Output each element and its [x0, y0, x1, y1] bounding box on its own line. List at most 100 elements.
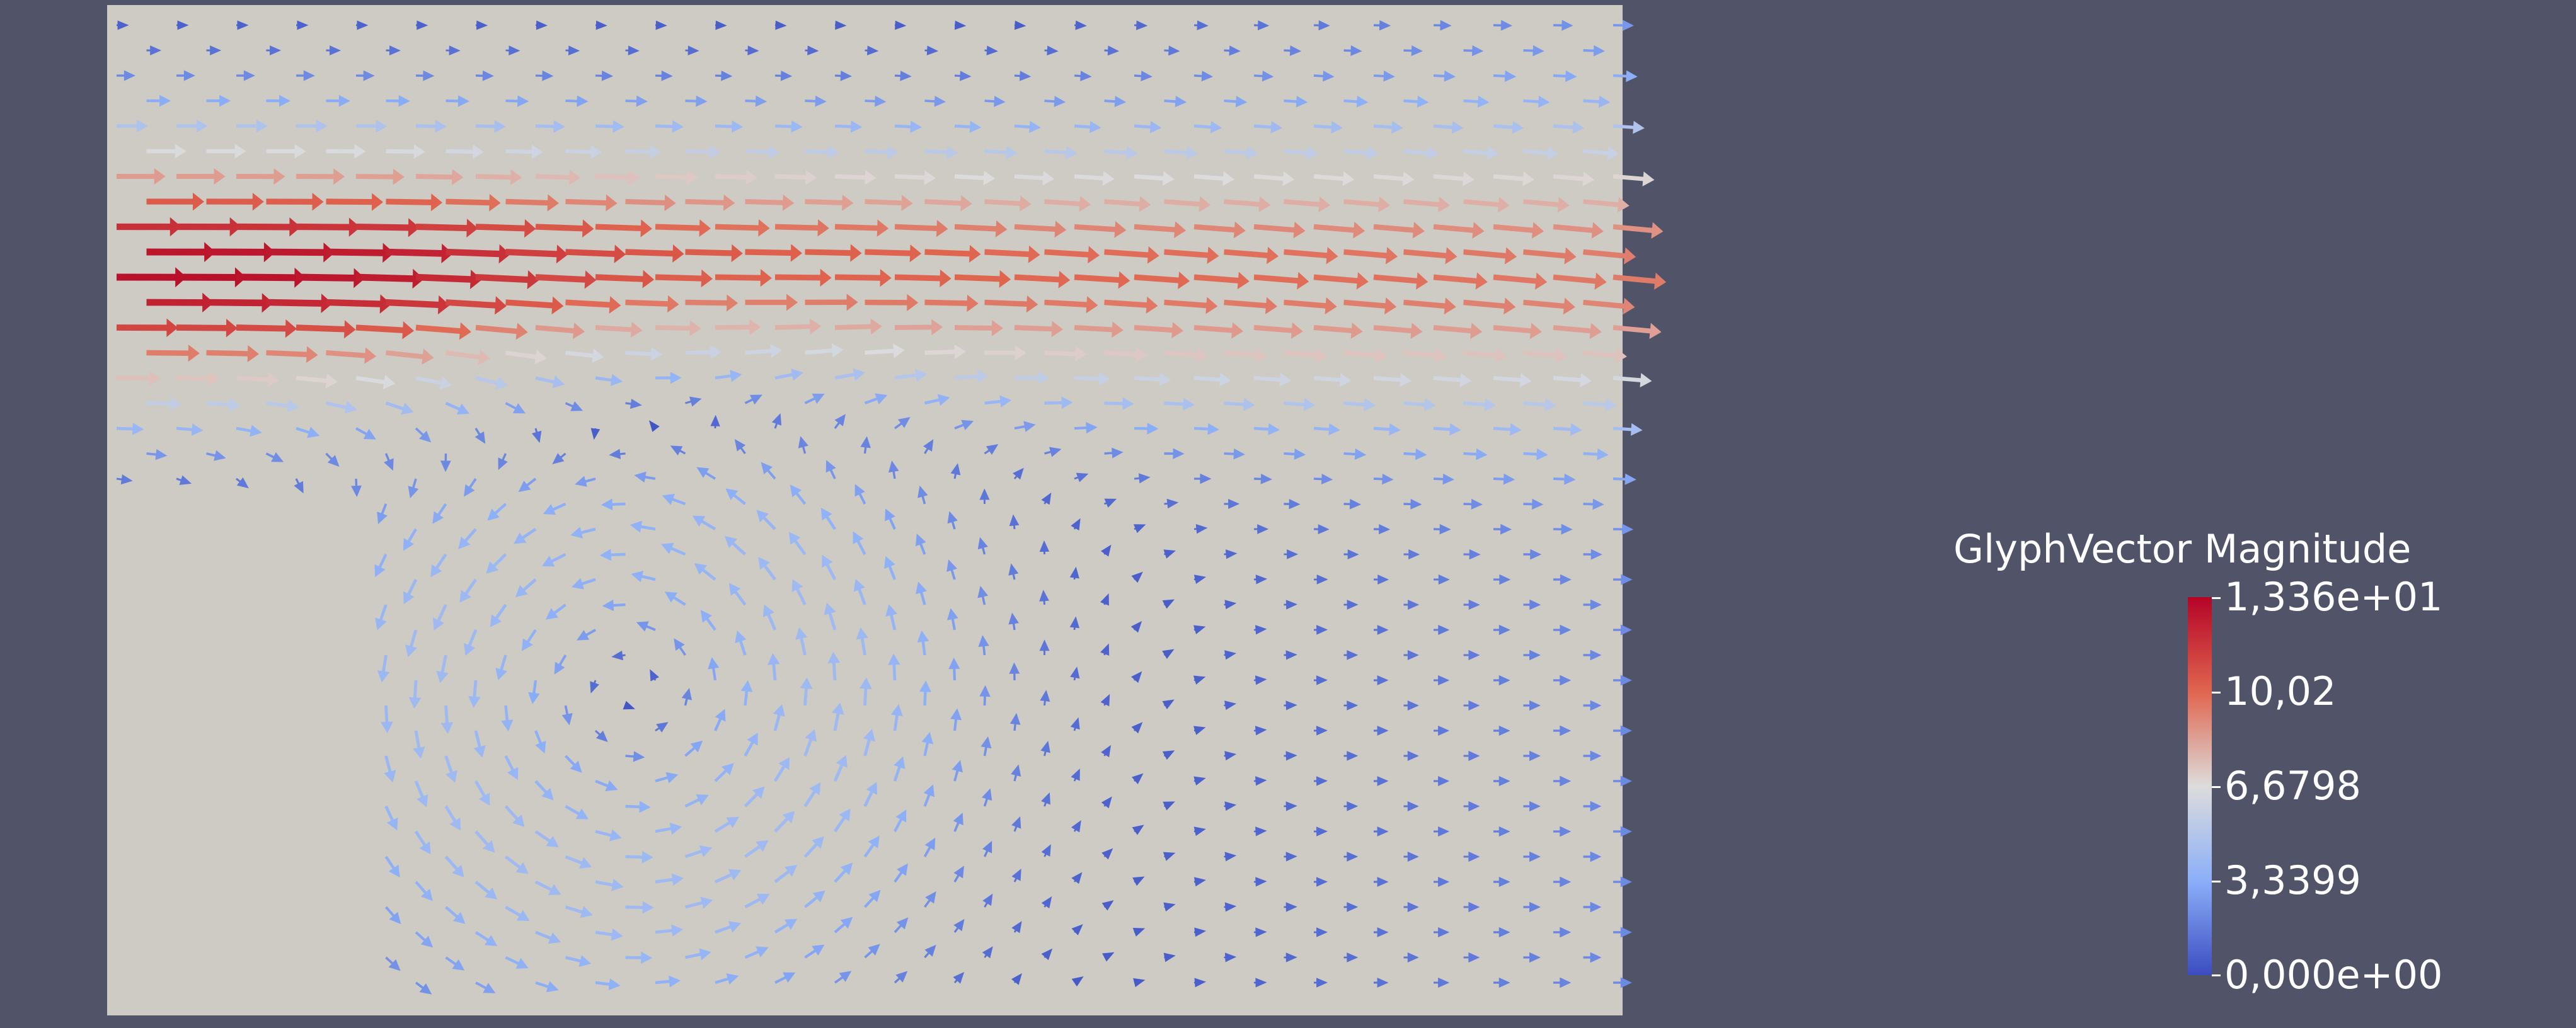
vector-glyph-head — [1162, 649, 1175, 660]
vector-glyph-head — [1620, 725, 1632, 736]
vector-glyph-head — [1366, 146, 1379, 160]
vector-glyph-head — [1560, 826, 1572, 837]
vector-glyph-shaft — [1104, 199, 1145, 207]
vector-glyph-shaft — [1373, 224, 1419, 234]
vector-glyph-head — [1009, 662, 1020, 674]
vector-glyph-head — [784, 918, 798, 930]
scalar-bar-legend[interactable]: GlyphVector Magnitude 1,336e+01 10,02 6,… — [1953, 526, 2521, 995]
vector-glyph-head — [768, 145, 780, 159]
vector-glyph-head — [731, 120, 744, 133]
vector-glyph-head — [484, 935, 498, 947]
vector-glyph-head — [860, 677, 872, 689]
vector-glyph-head — [575, 808, 589, 820]
vector-glyph-head — [1166, 498, 1179, 509]
vector-glyph-head — [856, 627, 869, 640]
vector-glyph-head — [1019, 71, 1032, 81]
vector-glyph-head — [1136, 346, 1147, 362]
vector-glyph-head — [307, 426, 320, 438]
vector-glyph-head — [553, 120, 565, 133]
vector-glyph-shaft — [1104, 249, 1154, 258]
vector-glyph-head — [1565, 70, 1577, 83]
vector-glyph-head — [1498, 977, 1510, 988]
vector-glyph-head — [1243, 397, 1255, 411]
vector-glyph-head — [969, 120, 982, 133]
vector-glyph-head — [515, 323, 528, 340]
vector-glyph-head — [534, 349, 547, 365]
vector-glyph-head — [1070, 666, 1080, 679]
vector-glyph-head — [440, 722, 454, 734]
vector-glyph-head — [250, 425, 262, 437]
vector-glyph-head — [1379, 524, 1391, 535]
vector-glyph-head — [630, 520, 643, 533]
vector-glyph-head — [1529, 952, 1541, 963]
vector-glyph-head — [327, 455, 340, 467]
vector-glyph-head — [701, 269, 713, 288]
vector-glyph-head — [953, 865, 964, 879]
vector-glyph-shaft — [984, 249, 1034, 258]
vector-glyph-head — [907, 294, 919, 311]
vector-glyph-head — [536, 20, 548, 30]
vector-glyph-head — [1058, 270, 1071, 288]
vector-glyph-head — [1257, 20, 1270, 31]
vector-glyph-head — [580, 906, 593, 918]
vector-glyph-head — [398, 94, 410, 107]
vector-glyph-head — [798, 436, 808, 448]
vector-glyph-head — [303, 70, 315, 81]
vector-glyph-head — [870, 318, 882, 335]
vector-glyph-head — [909, 244, 922, 263]
vector-glyph-head — [1497, 197, 1510, 213]
vector-glyph-head — [1210, 121, 1222, 134]
vector-glyph-head — [1535, 272, 1548, 290]
vector-glyph-head — [910, 120, 922, 133]
vector-glyph-head — [1316, 574, 1328, 585]
vector-glyph-head — [1347, 902, 1359, 912]
vector-glyph-head — [247, 345, 260, 363]
vector-glyph-head — [780, 71, 793, 81]
vector-glyph-head — [179, 475, 192, 485]
vector-glyph-head — [1532, 498, 1544, 510]
vector-glyph-head — [1255, 574, 1268, 585]
vector-glyph-shaft — [1403, 350, 1442, 358]
vector-glyph-head — [1529, 323, 1542, 340]
vector-glyph-head — [569, 169, 581, 185]
vector-glyph-head — [726, 973, 739, 985]
vector-glyph-head — [1086, 422, 1098, 434]
vector-glyph-head — [452, 959, 465, 971]
vector-glyph-shaft — [1164, 199, 1205, 207]
vector-glyph-head — [1132, 927, 1146, 937]
vector-glyph-shaft — [1403, 249, 1451, 259]
vector-glyph-head — [1246, 146, 1258, 160]
vector-glyph-head — [1498, 927, 1510, 938]
vector-glyph-head — [1626, 70, 1638, 83]
vector-glyph-shaft — [535, 274, 590, 283]
vector-glyph-head — [279, 94, 290, 107]
vector-glyph-head — [1415, 448, 1427, 460]
vector-glyph-head — [1303, 397, 1316, 411]
vector-glyph-head — [674, 638, 685, 651]
vector-glyph-head — [1011, 973, 1022, 985]
vector-glyph-shaft — [355, 174, 398, 180]
vector-glyph-shaft — [1014, 274, 1064, 283]
vector-glyph-shaft — [894, 274, 945, 282]
vector-glyph-head — [1224, 700, 1237, 711]
vector-glyph-shaft — [565, 299, 615, 308]
vector-glyph-head — [1255, 625, 1267, 635]
vector-glyph-shaft — [1193, 174, 1229, 181]
colorbar — [2188, 597, 2212, 975]
vector-glyph-head — [177, 20, 189, 30]
vector-glyph-head — [210, 45, 222, 55]
vector-glyph-shaft — [774, 324, 815, 330]
vector-glyph-head — [1438, 574, 1450, 585]
vector-glyph-head — [1377, 625, 1389, 635]
vector-glyph-head — [940, 269, 952, 287]
vector-glyph-shaft — [1014, 174, 1049, 181]
vector-glyph-shaft — [1583, 299, 1629, 309]
vector-glyph-head — [665, 772, 679, 784]
vector-glyph-head — [1459, 373, 1472, 387]
vector-glyph-shaft — [206, 350, 253, 357]
vector-glyph-head — [578, 857, 592, 869]
vector-glyph-head — [545, 608, 558, 620]
vector-glyph-head — [348, 217, 360, 237]
